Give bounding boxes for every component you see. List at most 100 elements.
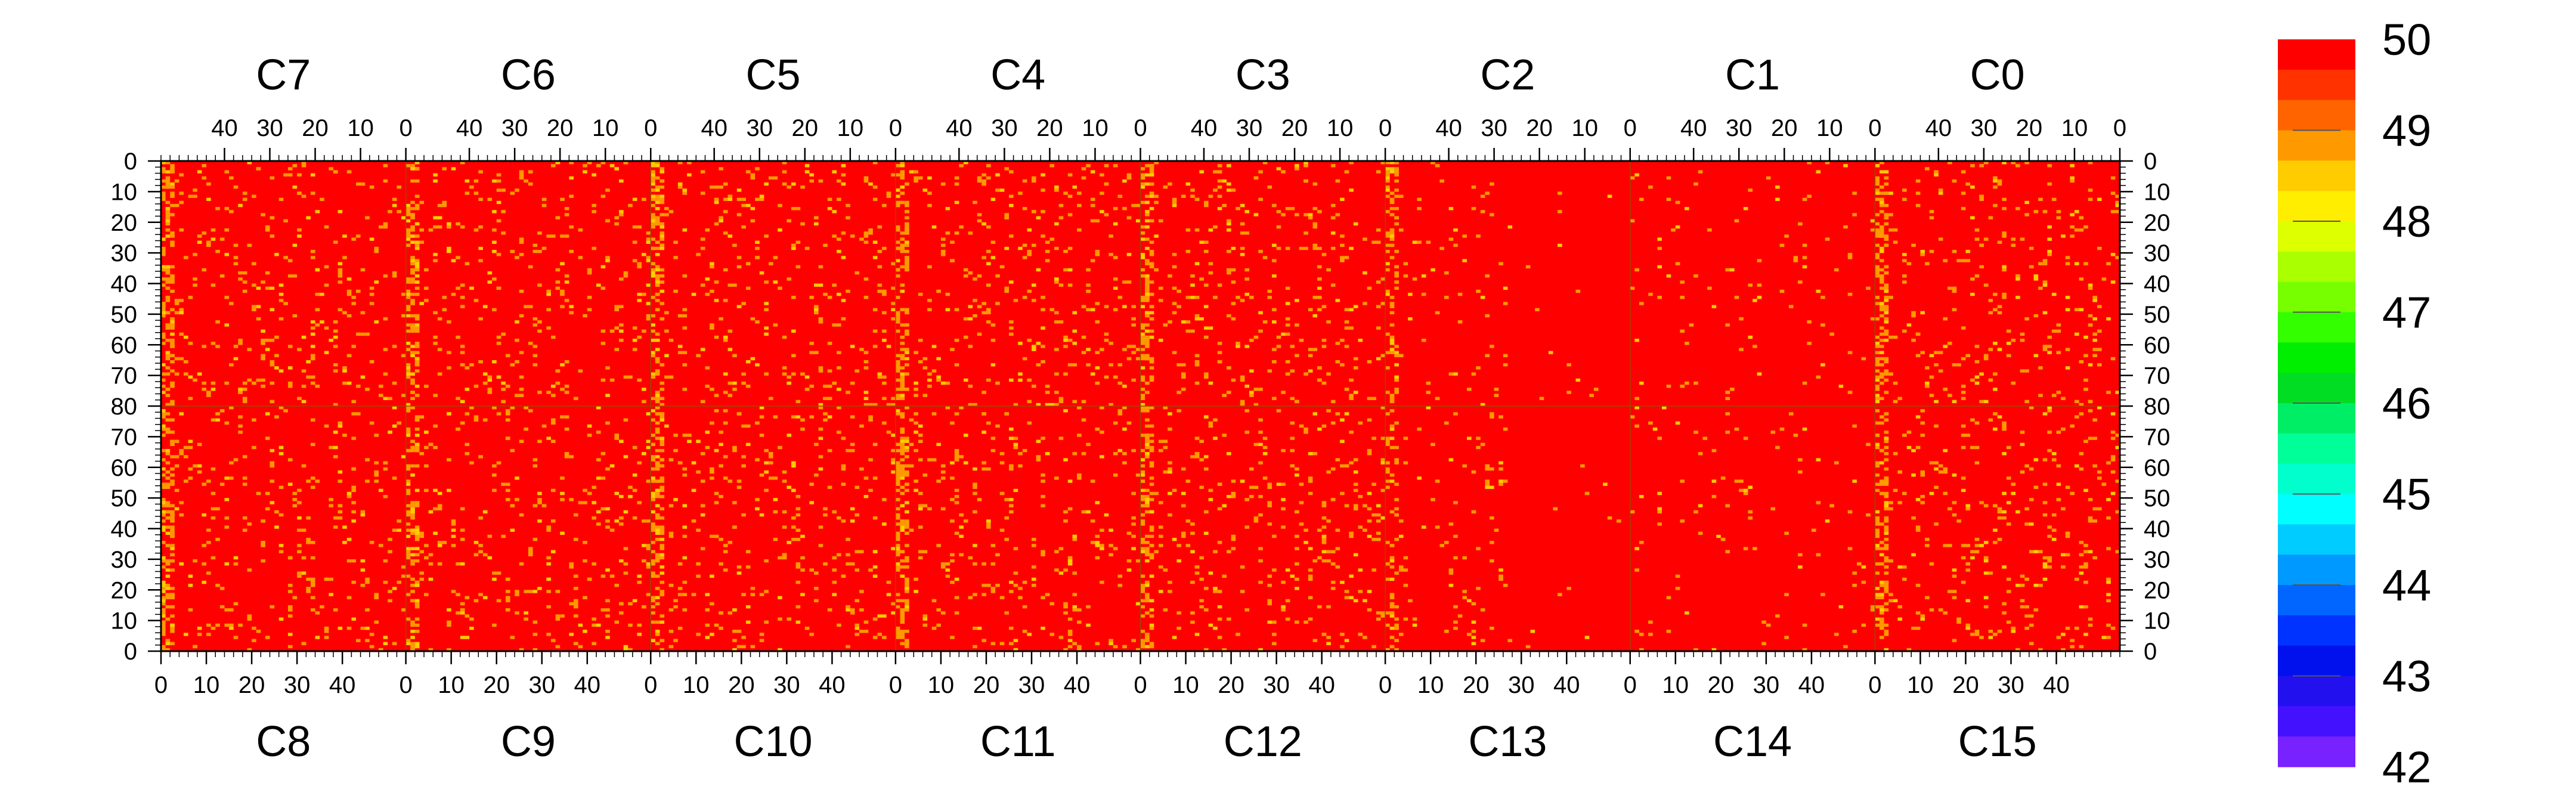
heatmap-cell [546,556,551,560]
heatmap-cell [1058,547,1064,550]
heatmap-cell [700,170,705,174]
heatmap-cell [1172,265,1177,269]
heatmap-cell [405,289,411,293]
heatmap-cell [727,348,733,351]
heatmap-cell [206,182,211,186]
heatmap-cell [315,268,320,272]
heatmap-cell [1394,271,1399,275]
heatmap-cell [1149,491,1154,496]
heatmap-cell [759,593,764,596]
heatmap-cell [1371,240,1376,244]
heatmap-cell [165,452,171,456]
heatmap-cell [1281,448,1286,453]
heatmap-cell [1086,283,1091,287]
heatmap-cell [165,559,171,563]
heatmap-cell [447,608,451,612]
heatmap-cell [1838,385,1844,388]
heatmap-cell [338,479,343,483]
heatmap-cell [210,283,216,287]
heatmap-cell [1213,587,1218,590]
heatmap-cell [719,219,723,222]
heatmap-cell [1983,283,1989,287]
heatmap-cell [854,369,860,373]
heatmap-cell [1176,391,1181,394]
heatmap-cell [161,434,166,437]
heatmap-cell [465,636,470,639]
heatmap-cell [1829,504,1834,507]
heatmap-cell [914,388,918,391]
heatmap-cell [651,179,655,183]
heatmap-cell [1100,210,1104,213]
heatmap-cell [632,473,637,477]
heatmap-cell [369,541,374,544]
heatmap-cell [1140,296,1145,299]
heatmap-cell [170,402,175,407]
heatmap-cell [1008,642,1014,645]
heatmap-cell [414,528,420,532]
heatmap-cell [877,372,883,376]
heatmap-cell [405,427,411,431]
heatmap-cell [410,213,415,216]
heatmap-cell [846,448,850,453]
heatmap-cell [465,442,470,447]
heatmap-cell [287,173,293,177]
heatmap-cell [977,213,982,216]
heatmap-cell [278,452,284,456]
heatmap-cell [723,210,728,213]
heatmap-cell [1766,176,1771,180]
heatmap-cell [1389,593,1395,596]
heatmap-cell [863,240,869,244]
heatmap-cell [900,397,905,400]
heatmap-cell [1231,188,1236,192]
heatmap-cell [1312,639,1318,642]
heatmap-cell [1757,283,1762,287]
heatmap-cell [1226,452,1231,456]
heatmap-cell [233,256,239,259]
heatmap-cell [891,402,896,407]
heatmap-cell [710,476,714,480]
heatmap-cell [1330,203,1336,208]
heatmap-cell [365,626,370,630]
heatmap-cell [170,534,175,538]
heatmap-cell [732,283,737,287]
heatmap-cell [310,580,315,584]
heatmap-cell [619,305,624,308]
heatmap-cell [1185,544,1191,547]
heatmap-cell [900,436,905,440]
heatmap-cell [1389,409,1395,413]
heatmap-cell [560,476,565,480]
heatmap-cell [863,277,869,281]
heatmap-cell [161,559,166,563]
heatmap-cell [1349,246,1354,250]
heatmap-cell [560,197,565,202]
heatmap-cell [329,338,333,342]
heatmap-cell [655,400,660,404]
heatmap-cell [202,580,207,584]
heatmap-cell [1240,299,1245,302]
heatmap-cell [954,412,959,416]
heatmap-cell [1353,553,1358,556]
heatmap-cell [1344,170,1349,174]
heatmap-cell [651,173,655,177]
heatmap-cell [447,320,451,324]
heatmap-cell [895,296,900,299]
heatmap-cell [1530,630,1535,633]
heatmap-cell [1340,338,1345,342]
heatmap-cell [710,262,714,265]
heatmap-cell [374,593,379,596]
heatmap-cell [1276,335,1281,339]
heatmap-cell [1385,249,1390,253]
heatmap-cell [496,219,501,222]
heatmap-cell [1140,237,1145,241]
heatmap-cell [346,626,352,630]
heatmap-cell [2024,161,2029,165]
heatmap-cell [905,556,909,560]
heatmap-cell [193,194,197,198]
heatmap-cell [900,620,905,624]
heatmap-cell [1335,565,1340,569]
heatmap-cell [1285,246,1290,250]
heatmap-cell [560,292,565,296]
heatmap-cell [1226,391,1231,394]
heatmap-cell [1008,467,1014,471]
heatmap-cell [914,431,918,434]
